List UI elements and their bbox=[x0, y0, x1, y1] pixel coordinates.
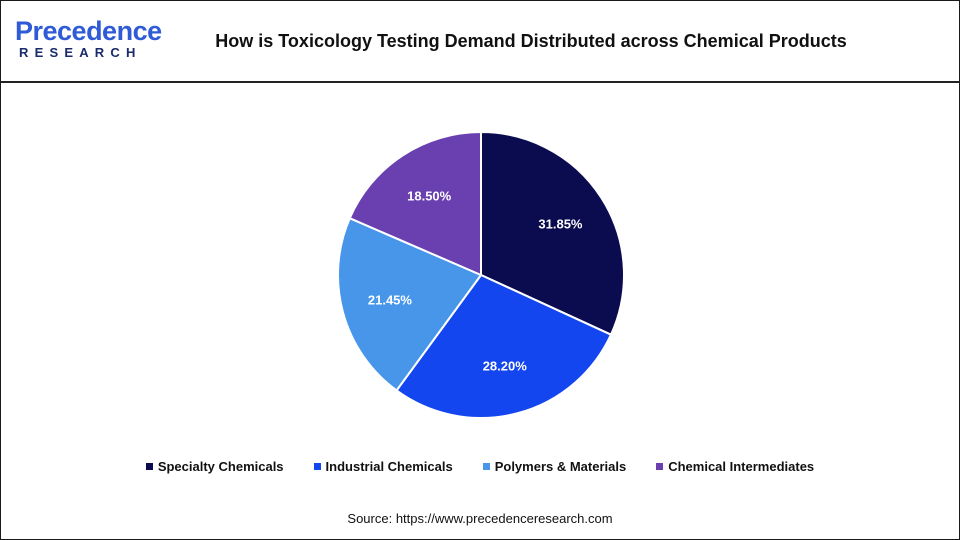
legend-label: Chemical Intermediates bbox=[668, 459, 815, 474]
legend-label: Specialty Chemicals bbox=[157, 459, 284, 474]
pie-slice-industrial-chemicals bbox=[395, 273, 613, 419]
pie-slice-chemical-intermediates bbox=[348, 130, 482, 277]
legend-label: Polymers & Materials bbox=[494, 459, 627, 474]
legend-swatch-icon bbox=[656, 463, 664, 470]
legend-item: Polymers & Materials bbox=[482, 459, 627, 474]
legend-label: Industrial Chemicals bbox=[325, 459, 453, 474]
logo-subtitle: RESEARCH bbox=[19, 45, 142, 60]
pie-slice-label: 28.20% bbox=[482, 358, 527, 374]
pie-slice-polymers-materials bbox=[337, 216, 483, 392]
pie-slice-label: 31.85% bbox=[538, 216, 583, 232]
brand-logo: Precedence RESEARCH bbox=[15, 15, 165, 65]
legend-item: Industrial Chemicals bbox=[313, 459, 453, 474]
legend-item: Chemical Intermediates bbox=[656, 459, 814, 474]
header-bar: Precedence RESEARCH How is Toxicology Te… bbox=[1, 1, 959, 83]
pie-slice-specialty-chemicals bbox=[480, 130, 625, 336]
chart-legend: Specialty Chemicals Industrial Chemicals P… bbox=[1, 459, 959, 474]
legend-swatch-icon bbox=[482, 463, 490, 470]
legend-swatch-icon bbox=[145, 463, 153, 470]
pie-slice-label: 18.50% bbox=[407, 188, 452, 204]
legend-item: Specialty Chemicals bbox=[145, 459, 284, 474]
legend-swatch-icon bbox=[313, 463, 321, 470]
chart-title: How is Toxicology Testing Demand Distrib… bbox=[215, 30, 847, 51]
source-note: Source: https://www.precedenceresearch.c… bbox=[347, 511, 613, 526]
pie-slice-label: 21.45% bbox=[367, 292, 412, 308]
logo-wordmark: Precedence bbox=[15, 16, 162, 46]
